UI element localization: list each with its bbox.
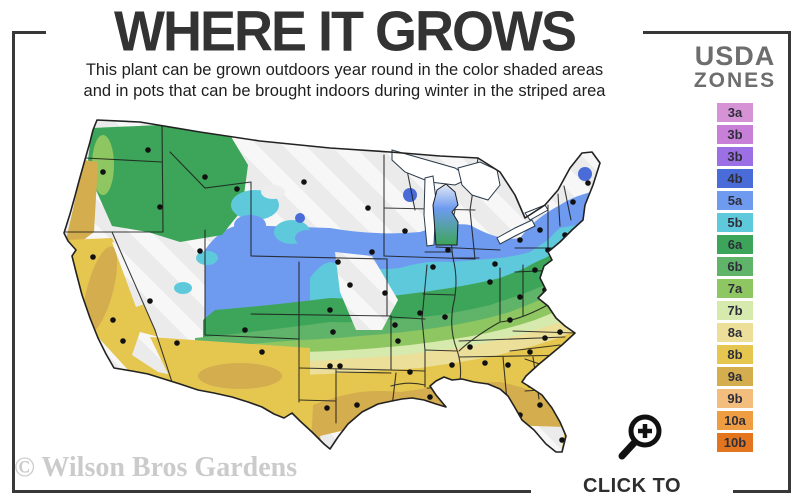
zone-swatch-10b: 10b <box>717 433 753 452</box>
zone-swatch-7b: 7b <box>717 301 753 320</box>
legend-title-usda: USDA <box>694 41 776 71</box>
lake-ontario <box>524 204 549 221</box>
click-to-enlarge-button[interactable]: CLICK TO ENLARGE <box>531 471 733 500</box>
map-patch-pacific-northwest-green <box>88 125 248 242</box>
zone-swatch-3b: 3b <box>717 125 753 144</box>
great-lakes <box>391 149 549 247</box>
map-patch-south-florida-white <box>505 425 565 452</box>
map-patch-oregon-coast-gold <box>66 160 98 250</box>
map-patch-arizona-south <box>198 363 282 389</box>
zone-swatch-9a: 9a <box>717 367 753 386</box>
title-block: WHERE IT GROWS <box>46 0 643 63</box>
zone-swatch-6b: 6b <box>717 257 753 276</box>
zone-swatch-3a: 3a <box>717 103 753 122</box>
lake-huron <box>457 161 501 201</box>
subtitle-line-1: This plant can be grown outdoors year ro… <box>85 61 604 79</box>
map-patch-rockies-white <box>335 252 398 330</box>
zone-swatch-3b-2: 3b <box>717 147 753 166</box>
map-patch-coastal-washington <box>92 135 114 195</box>
watermark: © Wilson Bros Gardens <box>14 452 298 483</box>
magnifier-plus-icon[interactable] <box>612 408 670 466</box>
zone-swatch-8a: 8a <box>717 323 753 342</box>
page-title: WHERE IT GROWS <box>114 0 577 63</box>
subtitle-line-2: and in pots that can be brought indoors … <box>83 82 606 100</box>
legend-title-zones: ZONES <box>693 69 777 92</box>
zone-swatch-10a: 10a <box>717 411 753 430</box>
map-patch-central-valley <box>82 246 118 334</box>
subtitle: This plant can be grown outdoors year ro… <box>46 60 643 102</box>
zone-swatch-6a: 6a <box>717 235 753 254</box>
map-patch-nw-white-blob <box>261 185 285 199</box>
zone-swatch-4b: 4b <box>717 169 753 188</box>
michigan-mitt <box>432 183 459 246</box>
usda-zone-map <box>63 119 601 453</box>
zone-swatch-5a: 5a <box>717 191 753 210</box>
usda-zones-legend: USDA ZONES 3a 3b 3b 4b 5a 5b 6a 6b 7a 7b… <box>688 42 782 455</box>
lake-michigan <box>423 175 437 247</box>
zone-swatch-list: 3a 3b 3b 4b 5a 5b 6a 6b 7a 7b 8a 8b 9a 9… <box>688 103 782 452</box>
us-outline <box>63 119 601 453</box>
zone-swatch-7a: 7a <box>717 279 753 298</box>
lake-superior <box>391 149 472 186</box>
map-patch-5a-blobs <box>234 215 319 246</box>
zone-swatch-9b: 9b <box>717 389 753 408</box>
lake-erie <box>496 219 536 245</box>
zone-swatch-5b: 5b <box>717 213 753 232</box>
zone-swatch-8b: 8b <box>717 345 753 364</box>
